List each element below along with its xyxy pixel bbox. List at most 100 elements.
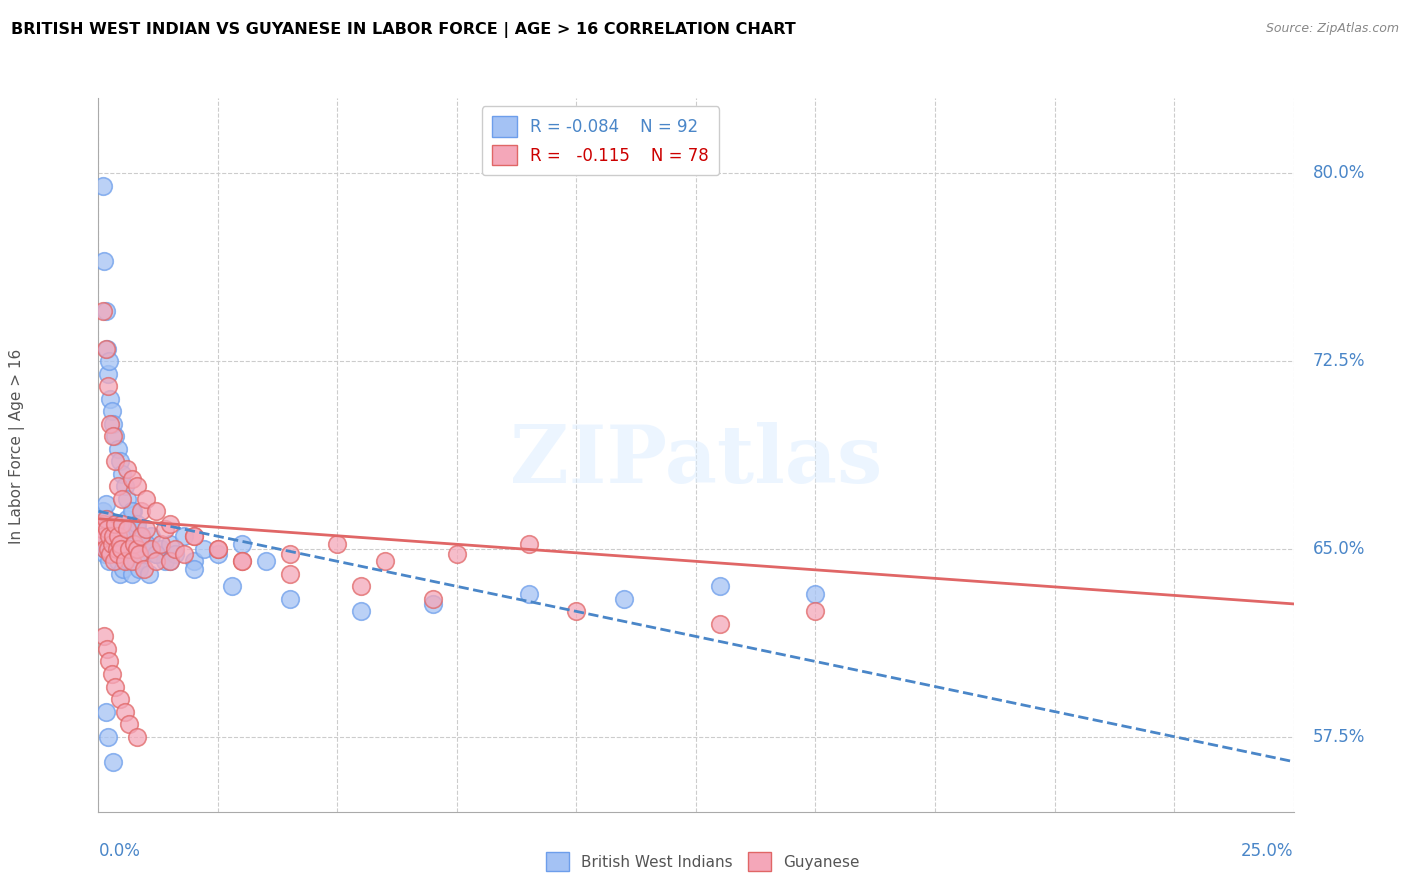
Point <box>118 541 141 556</box>
Point <box>131 529 153 543</box>
Point <box>91 522 114 536</box>
Point <box>131 529 153 543</box>
Point <box>231 554 253 568</box>
Point <box>163 541 186 556</box>
Point <box>207 541 229 556</box>
Point <box>163 547 186 561</box>
Point <box>118 554 141 568</box>
Point <box>97 655 120 669</box>
Point <box>108 454 131 468</box>
Point <box>105 541 128 556</box>
Point <box>120 522 142 536</box>
Point <box>110 541 132 556</box>
Point <box>93 529 115 543</box>
Point <box>104 429 127 443</box>
Point <box>207 547 229 561</box>
Point <box>98 554 121 568</box>
Point <box>111 491 134 506</box>
Point <box>91 178 114 193</box>
Point <box>709 579 731 593</box>
Point <box>100 537 122 551</box>
Point <box>139 529 162 543</box>
Point <box>91 512 114 526</box>
Point <box>114 554 136 568</box>
Text: Source: ZipAtlas.com: Source: ZipAtlas.com <box>1265 22 1399 36</box>
Point <box>121 566 143 581</box>
Point <box>107 522 129 536</box>
Point <box>107 547 129 561</box>
Point <box>96 342 118 356</box>
Text: 57.5%: 57.5% <box>1313 728 1365 746</box>
Point <box>105 537 128 551</box>
Point <box>278 547 301 561</box>
Point <box>97 541 120 556</box>
Point <box>613 591 636 606</box>
Point <box>155 554 177 568</box>
Point <box>90 522 112 536</box>
Point <box>91 504 114 518</box>
Point <box>350 604 373 618</box>
Point <box>96 529 118 543</box>
Point <box>231 554 253 568</box>
Point <box>114 529 136 543</box>
Point <box>159 554 181 568</box>
Point <box>107 442 129 456</box>
Point <box>111 516 134 531</box>
Point <box>96 512 118 526</box>
Point <box>131 529 153 543</box>
Point <box>93 529 115 543</box>
Point <box>278 591 301 606</box>
Point <box>117 541 139 556</box>
Point <box>131 504 153 518</box>
Point <box>145 547 167 561</box>
Text: 25.0%: 25.0% <box>1241 842 1294 860</box>
Text: 72.5%: 72.5% <box>1313 352 1365 370</box>
Point <box>139 541 162 556</box>
Point <box>107 554 129 568</box>
Point <box>145 547 167 561</box>
Point <box>118 717 141 731</box>
Point <box>96 522 118 536</box>
Point <box>97 522 120 536</box>
Legend: British West Indians, Guyanese: British West Indians, Guyanese <box>540 847 866 877</box>
Point <box>138 566 160 581</box>
Legend: R = -0.084    N = 92, R =   -0.115    N = 78: R = -0.084 N = 92, R = -0.115 N = 78 <box>482 106 718 176</box>
Point <box>104 454 127 468</box>
Point <box>96 541 118 556</box>
Point <box>374 554 396 568</box>
Point <box>101 516 124 531</box>
Point <box>135 537 157 551</box>
Point <box>709 616 731 631</box>
Point <box>125 479 148 493</box>
Point <box>114 479 136 493</box>
Point <box>112 562 135 576</box>
Point <box>108 566 131 581</box>
Point <box>90 529 112 543</box>
Point <box>101 667 124 681</box>
Point <box>125 730 148 744</box>
Point <box>128 562 150 576</box>
Point <box>115 522 138 536</box>
Point <box>101 404 124 418</box>
Point <box>135 537 157 551</box>
Point <box>97 367 120 381</box>
Point <box>97 354 120 368</box>
Point <box>103 547 125 561</box>
Point <box>94 705 117 719</box>
Point <box>94 522 117 536</box>
Point <box>94 541 117 556</box>
Point <box>145 504 167 518</box>
Point <box>125 516 148 531</box>
Point <box>98 547 122 561</box>
Point <box>94 497 117 511</box>
Point <box>94 541 117 556</box>
Point <box>128 547 150 561</box>
Point <box>145 554 167 568</box>
Point <box>173 529 195 543</box>
Point <box>111 467 134 481</box>
Point <box>517 587 540 601</box>
Point <box>565 604 588 618</box>
Text: 80.0%: 80.0% <box>1313 164 1365 182</box>
Point <box>115 461 138 475</box>
Point <box>93 253 115 268</box>
